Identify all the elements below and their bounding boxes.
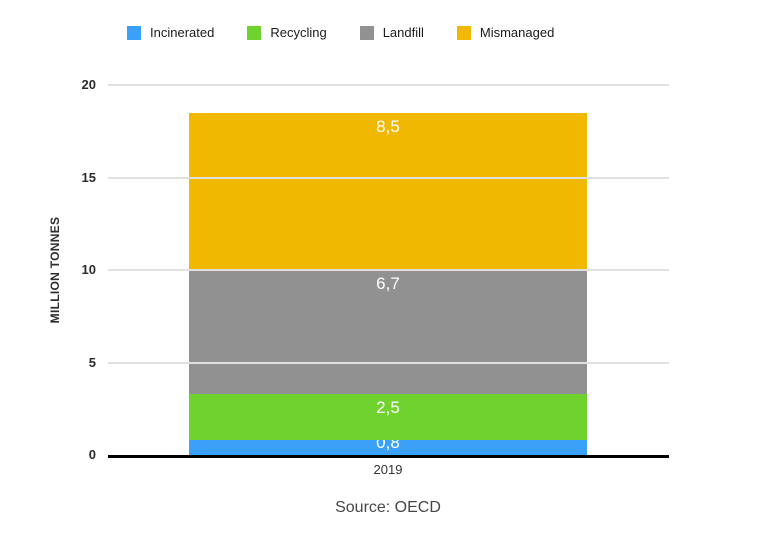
- y-tick-label: 10: [81, 262, 96, 277]
- x-tick-label: 2019: [373, 462, 403, 477]
- y-tick-label: 15: [81, 169, 96, 185]
- y-axis-tick-labels: 0 5 10 15 20: [30, 77, 96, 462]
- legend-label: Mismanaged: [479, 25, 555, 40]
- bar-segment-recycling: 2,5: [189, 393, 587, 441]
- bar-value-label: 2,5: [376, 397, 400, 417]
- bar-segment-landfill: 6,7: [189, 270, 587, 394]
- legend-label: Incinerated: [150, 25, 215, 40]
- legend-item-incinerated: Incinerated: [127, 26, 214, 40]
- y-tick-label: 20: [81, 77, 96, 92]
- legend-item-mismanaged: Mismanaged: [456, 25, 555, 40]
- plot-area: 0,8 2,5 6,7 8,5 2019: [108, 84, 669, 477]
- legend-swatch-icon: [456, 26, 471, 40]
- bar-segment-incinerated: 0,8: [189, 433, 587, 455]
- y-tick-label: 5: [88, 354, 96, 370]
- chart-legend: Incinerated Recycling Landfill Mismanaged: [127, 26, 554, 40]
- bar-value-label: 8,5: [376, 116, 400, 136]
- legend-item-landfill: Landfill: [359, 25, 424, 40]
- legend-label: Recycling: [270, 25, 327, 40]
- bar-segment-mismanaged: 8,5: [189, 112, 587, 270]
- bar-2019: 0,8 2,5 6,7 8,5: [189, 85, 587, 455]
- source-caption: Source: OECD: [335, 499, 441, 516]
- legend-swatch-icon: [247, 26, 262, 40]
- legend-swatch-icon: [127, 26, 141, 40]
- gridline: [108, 361, 669, 364]
- legend-swatch-icon: [359, 26, 374, 40]
- bar-value-label: 6,7: [376, 274, 400, 294]
- gridline: [108, 176, 669, 179]
- gridline: [108, 84, 669, 86]
- y-tick-label: 0: [88, 447, 96, 462]
- legend-label: Landfill: [382, 25, 424, 40]
- legend-item-recycling: Recycling: [247, 25, 327, 40]
- gridline: [108, 269, 669, 271]
